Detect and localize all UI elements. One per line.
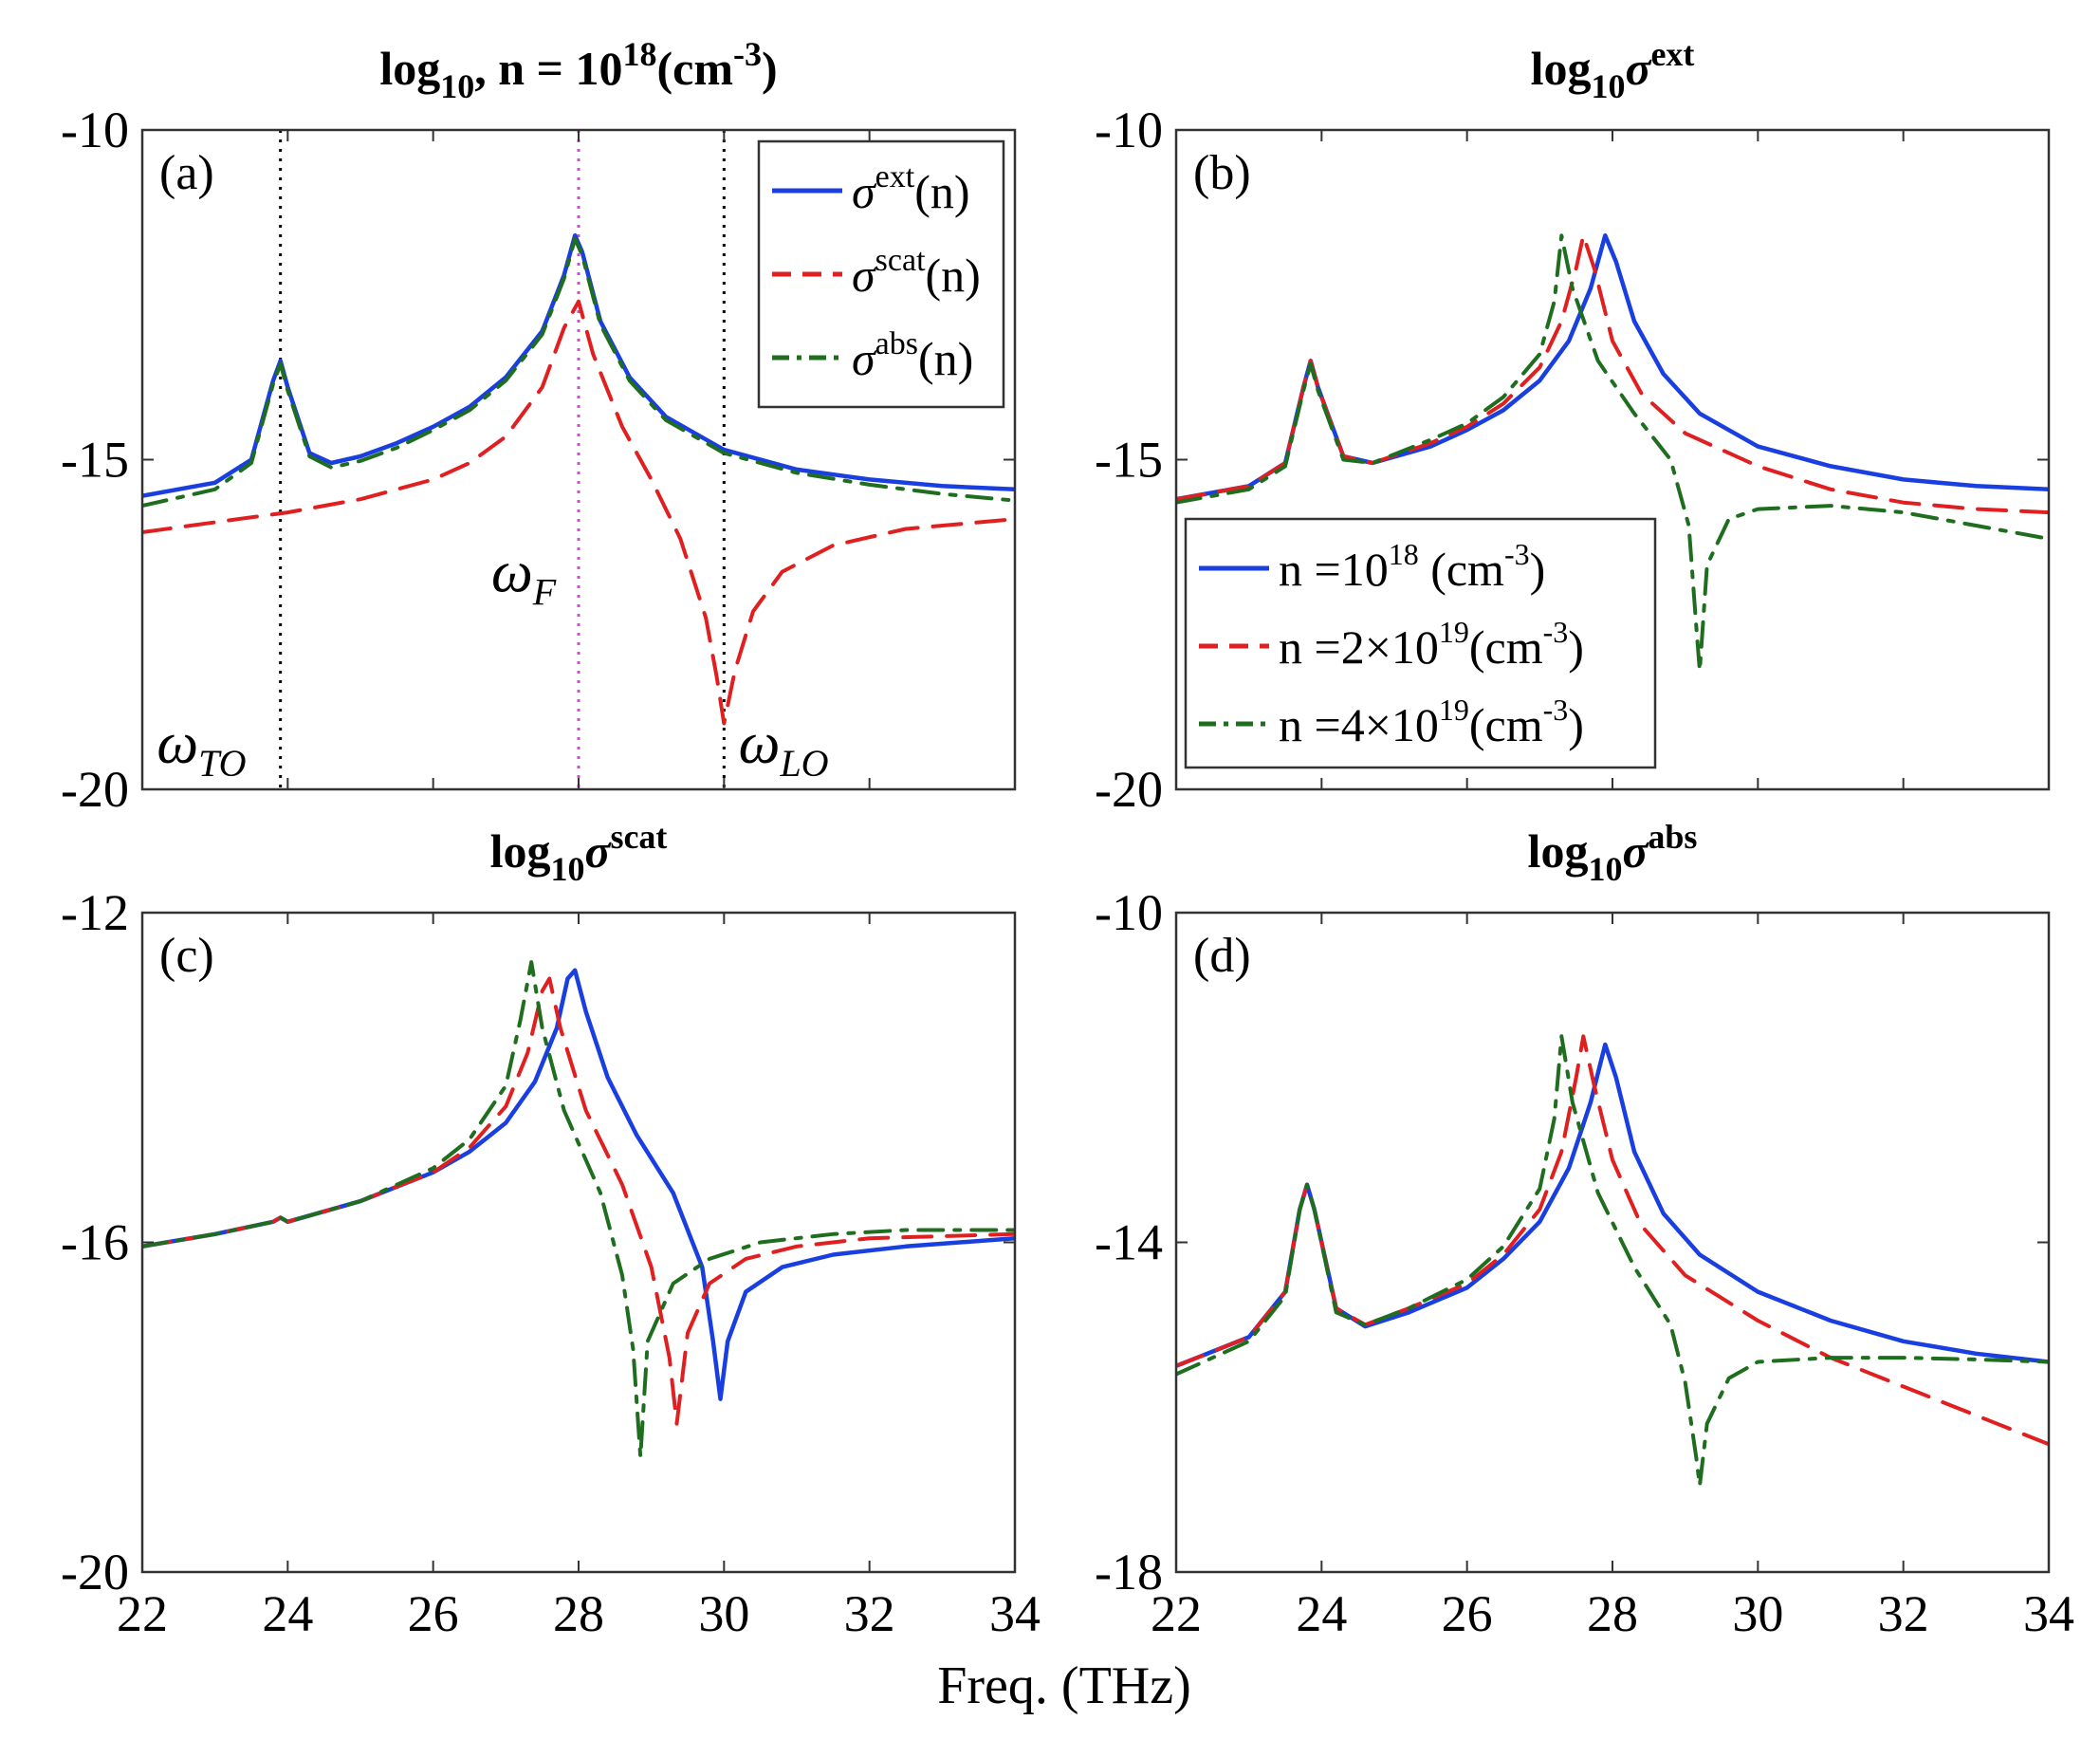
legend-label-0: σext(n)	[852, 159, 970, 218]
panel-letter: (a)	[159, 146, 214, 200]
panel-b: -10 -15 -20 (b) log10σext n =1018 (cm-3) n =2×…	[1095, 35, 2051, 818]
x-tick-label-2: 26	[1442, 1585, 1493, 1642]
series-line-2	[1176, 1034, 2049, 1488]
series-line-2	[142, 960, 1015, 1459]
series-line-0	[142, 232, 1015, 498]
y-tick-label-1: -15	[1095, 432, 1163, 489]
series-group	[1176, 232, 2049, 673]
y-tick-label-0: -10	[1095, 884, 1163, 941]
legend-label-2: n =4×1019(cm-3)	[1279, 693, 1584, 751]
y-tick-label-0: -10	[1095, 102, 1163, 158]
omega-label-1: ωF	[491, 541, 557, 614]
y-tick-label-1: -14	[1095, 1214, 1163, 1271]
series-group	[142, 232, 1015, 726]
series-group	[1176, 1034, 2049, 1488]
x-tick-label-0: 22	[1151, 1585, 1202, 1642]
legend-label-2: σabs(n)	[852, 326, 973, 385]
x-tick-label-1: 24	[262, 1585, 313, 1642]
panel-title: log10, n = 1018(cm-3)	[379, 35, 777, 105]
x-tick-label-1: 24	[1296, 1585, 1347, 1642]
x-tick-label-6: 34	[989, 1585, 1041, 1642]
panels: -10 -15 -20 (a) log10, n = 1018(cm-3) ωTO ωF ωL…	[61, 35, 2074, 1642]
omega-label-2: ωLO	[739, 712, 829, 785]
panel-letter: (d)	[1193, 929, 1251, 983]
panel-title: log10σscat	[490, 818, 668, 888]
x-tick-label-3: 28	[1587, 1585, 1638, 1642]
legend: n =1018 (cm-3) n =2×1019(cm-3) n =4×1019(c…	[1184, 517, 1657, 769]
panel-letter: (b)	[1193, 146, 1251, 200]
legend-label-1: n =2×1019(cm-3)	[1279, 615, 1584, 674]
y-tick-label-0: -10	[61, 102, 129, 158]
y-tick-label-1: -15	[61, 432, 129, 489]
x-tick-label-4: 30	[1732, 1585, 1783, 1642]
y-tick-label-1: -16	[61, 1214, 129, 1271]
y-tick-label-2: -20	[1095, 761, 1163, 818]
legend-label-1: σscat(n)	[852, 243, 981, 302]
x-tick-label-2: 26	[408, 1585, 459, 1642]
series-line-1	[142, 299, 1015, 726]
x-tick-label-5: 32	[1878, 1585, 1929, 1642]
x-axis-label: Freq. (THz)	[937, 1656, 1190, 1715]
series-group	[142, 960, 1015, 1459]
panel-a: -10 -15 -20 (a) log10, n = 1018(cm-3) ωTO ωF ωL…	[61, 35, 1017, 818]
y-tick-label-2: -18	[1095, 1544, 1163, 1600]
legend-box	[757, 139, 1005, 409]
x-tick-label-6: 34	[2023, 1585, 2074, 1642]
panel-d: 22 24 26 28 30 32 34 -10 -14 -18 (d) log10σabs	[1095, 818, 2074, 1642]
series-line-2	[1176, 233, 2049, 673]
panel-letter: (c)	[159, 929, 214, 983]
y-tick-label-0: -12	[61, 884, 129, 941]
x-tick-label-4: 30	[698, 1585, 749, 1642]
panel-title: log10σext	[1531, 35, 1695, 105]
y-tick-label-2: -20	[61, 761, 129, 818]
omega-label-0: ωTO	[157, 712, 246, 785]
legend: σext(n) σscat(n) σabs(n)	[757, 139, 1005, 409]
x-tick-label-5: 32	[844, 1585, 895, 1642]
x-tick-label-3: 28	[553, 1585, 604, 1642]
y-tick-label-2: -20	[61, 1544, 129, 1600]
panel-c: 22 24 26 28 30 32 34 -12 -16 -20 (c) log10σscat	[61, 818, 1041, 1642]
panel-title: log10σabs	[1528, 818, 1698, 888]
series-line-2	[142, 236, 1015, 509]
legend-label-0: n =1018 (cm-3)	[1279, 537, 1545, 596]
x-tick-label-0: 22	[117, 1585, 168, 1642]
